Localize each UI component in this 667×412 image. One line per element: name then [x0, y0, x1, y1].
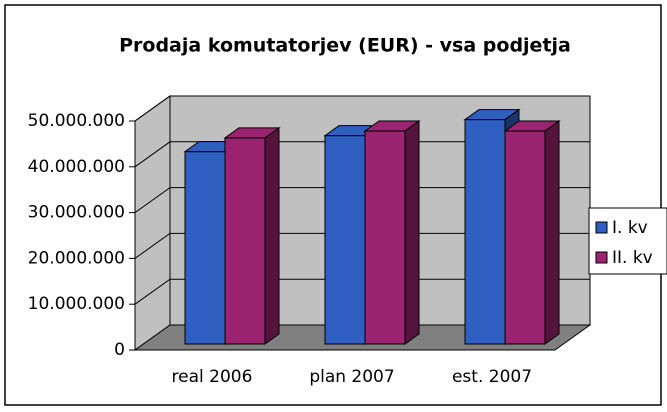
legend-label: I. kv	[612, 218, 648, 238]
legend-label: II. kv	[612, 248, 653, 268]
bar-side	[544, 120, 560, 345]
chart-title: Prodaja komutatorjev (EUR) - vsa podjetj…	[119, 35, 571, 57]
bar-side	[264, 126, 280, 345]
bar-side	[404, 120, 420, 345]
bar	[224, 137, 266, 345]
bar	[324, 135, 366, 345]
grid-line	[134, 141, 590, 168]
legend-swatch	[595, 251, 608, 264]
grid-line	[134, 95, 590, 122]
grid-line	[134, 187, 590, 214]
y-tick-label: 10.000.000	[28, 294, 125, 314]
x-tick-label: plan 2007	[309, 367, 394, 387]
y-tick-label: 50.000.000	[28, 111, 125, 131]
bar	[184, 151, 226, 345]
legend-swatch	[595, 221, 608, 234]
y-tick-label: 0	[114, 340, 125, 360]
y-tick-label: 30.000.000	[28, 203, 125, 223]
grid-line	[134, 278, 590, 305]
x-tick-label: est. 2007	[452, 367, 532, 387]
y-tick-label: 20.000.000	[28, 248, 125, 268]
bar	[504, 130, 546, 345]
x-tick-label: real 2006	[172, 367, 253, 387]
grid-line	[134, 232, 590, 259]
side-wall	[134, 95, 171, 351]
bar	[364, 130, 406, 345]
bar	[464, 119, 506, 345]
y-tick-label: 40.000.000	[28, 157, 125, 177]
